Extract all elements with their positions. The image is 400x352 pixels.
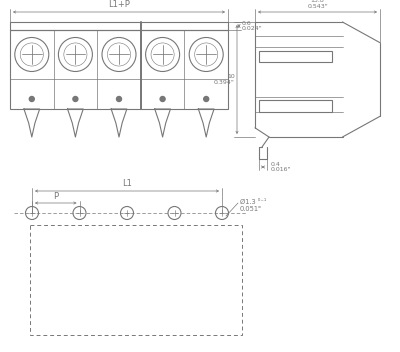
Text: P: P bbox=[53, 192, 58, 201]
Circle shape bbox=[160, 96, 165, 101]
Circle shape bbox=[29, 96, 34, 101]
Circle shape bbox=[116, 96, 122, 101]
Bar bbox=[30, 225, 242, 335]
Bar bbox=[259, 51, 332, 62]
Bar bbox=[10, 22, 228, 30]
Text: 0.6
0.024": 0.6 0.024" bbox=[242, 21, 263, 31]
Text: L1: L1 bbox=[122, 179, 132, 188]
Text: Ø1.3 ⁰⁻¹
0.051": Ø1.3 ⁰⁻¹ 0.051" bbox=[240, 199, 266, 212]
Circle shape bbox=[204, 96, 209, 101]
Text: 10
0.394": 10 0.394" bbox=[214, 74, 235, 85]
Text: 0.4
0.016": 0.4 0.016" bbox=[271, 162, 292, 172]
Bar bbox=[259, 100, 332, 112]
Text: 13.8
0.543": 13.8 0.543" bbox=[307, 0, 328, 9]
Text: L1+P: L1+P bbox=[108, 0, 130, 9]
Bar bbox=[10, 30, 228, 109]
Circle shape bbox=[73, 96, 78, 101]
